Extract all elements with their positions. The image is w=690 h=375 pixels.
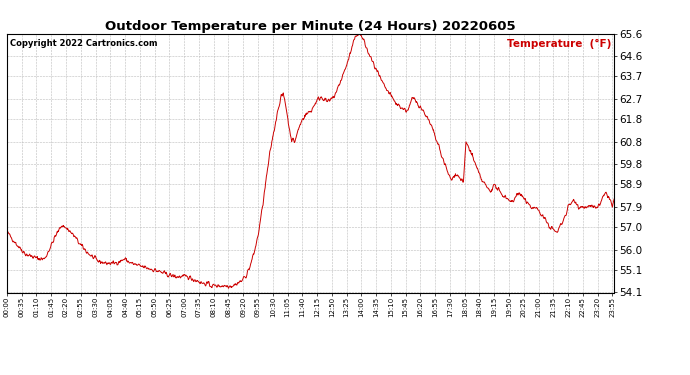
Title: Outdoor Temperature per Minute (24 Hours) 20220605: Outdoor Temperature per Minute (24 Hours… <box>105 20 516 33</box>
Text: Temperature  (°F): Temperature (°F) <box>506 39 611 49</box>
Text: Copyright 2022 Cartronics.com: Copyright 2022 Cartronics.com <box>10 39 157 48</box>
